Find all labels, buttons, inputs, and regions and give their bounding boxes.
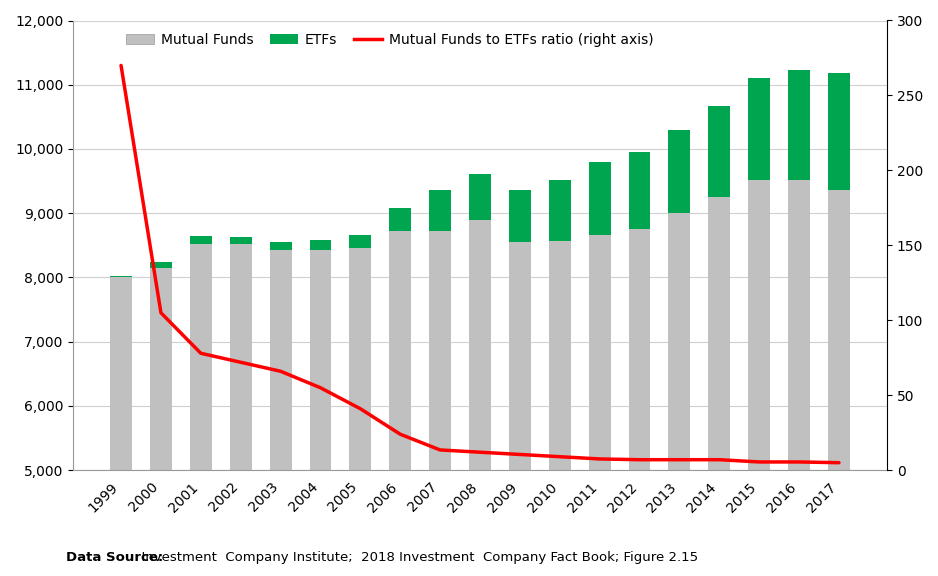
Bar [788,180,810,576]
Bar [708,196,731,576]
Bar [349,236,371,248]
Bar [469,221,491,576]
Bar [589,162,611,234]
Bar [230,237,251,244]
Bar [269,242,292,250]
Bar [150,267,172,576]
Bar [749,78,770,180]
Bar [509,242,531,576]
Bar [749,180,770,576]
Bar [310,240,331,250]
Bar [110,275,132,278]
Bar [669,213,690,576]
Bar [788,70,810,180]
Bar [549,241,570,576]
Text: Data Source:: Data Source: [66,551,163,564]
Bar [469,173,491,221]
Text: Investment  Company Institute;  2018 Investment  Company Fact Book; Figure 2.15: Investment Company Institute; 2018 Inves… [133,551,698,564]
Bar [189,236,212,244]
Bar [389,231,411,576]
Bar [150,263,172,267]
Bar [828,190,850,576]
Bar [310,250,331,576]
Bar [110,278,132,576]
Bar [389,208,411,231]
Bar [189,244,212,576]
Bar [269,250,292,576]
Bar [509,190,531,242]
Bar [230,244,251,576]
Bar [628,153,650,229]
Bar [708,106,731,196]
Bar [349,248,371,576]
Bar [628,229,650,576]
Bar [549,180,570,241]
Bar [828,73,850,190]
Bar [430,231,451,576]
Legend: Mutual Funds, ETFs, Mutual Funds to ETFs ratio (right axis): Mutual Funds, ETFs, Mutual Funds to ETFs… [121,28,659,52]
Bar [589,234,611,576]
Bar [430,191,451,231]
Bar [669,130,690,213]
